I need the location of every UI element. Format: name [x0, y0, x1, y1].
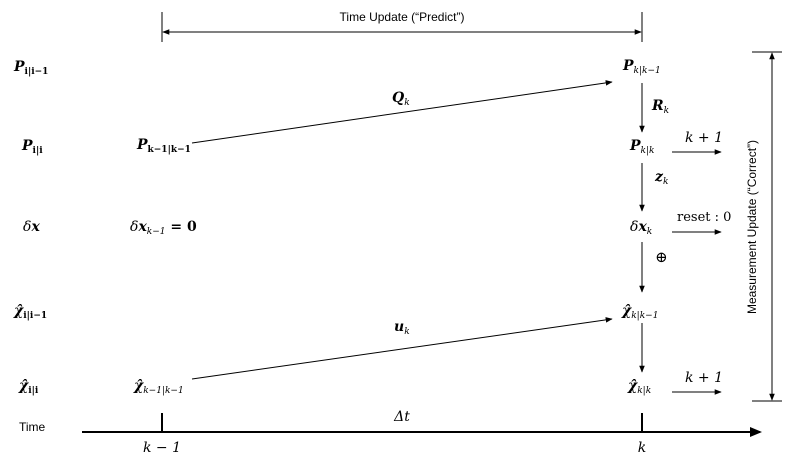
- edge-label-r: Rk: [651, 98, 669, 116]
- reset-label: reset : 0: [677, 210, 731, 225]
- delta-t-label: Δt: [393, 409, 410, 425]
- state-propagation-arrow: [191, 317, 613, 380]
- edge-label-q: Qk: [392, 90, 410, 108]
- p-next-label: k + 1: [685, 130, 723, 146]
- time-axis: Δt k − 1 k: [82, 409, 762, 456]
- measurement-update-bracket: Measurement Update (“Correct”): [745, 51, 782, 402]
- row-label-dx: δx: [23, 219, 40, 235]
- node-p-k-post: Pk|k: [629, 138, 654, 156]
- node-dx-k: δxk: [630, 219, 652, 237]
- node-x-k-post: χ̂k|k: [627, 378, 651, 396]
- row-label-p-prior: Pi|i−1: [13, 59, 48, 77]
- node-p-k-1: Pk−1|k−1: [136, 137, 191, 155]
- node-dx-k-1: δxk−1 = 0: [130, 219, 197, 237]
- edge-label-z: zk: [654, 169, 668, 187]
- tick-label-k-minus-1: k − 1: [143, 440, 181, 456]
- tick-label-k: k: [638, 440, 646, 456]
- time-update-label: Time Update (“Predict”): [340, 10, 465, 24]
- time-update-bracket: Time Update (“Predict”): [161, 10, 643, 42]
- row-label-p-post: Pi|i: [21, 138, 43, 156]
- node-p-k-prior: Pk|k−1: [622, 58, 661, 76]
- column-k-minus-1: Pk−1|k−1 δxk−1 = 0 χ̂k−1|k−1: [130, 137, 197, 396]
- x-next-label: k + 1: [685, 370, 723, 386]
- column-k: Pk|k−1 Pk|k δxk χ̂k|k−1 χ̂k|k: [621, 58, 661, 396]
- row-label-x-post: χ̂i|i: [18, 378, 39, 396]
- time-axis-arrowhead: [750, 427, 762, 437]
- covariance-propagation-arrow: [191, 80, 613, 144]
- row-label-time: Time: [19, 420, 46, 434]
- edge-label-u: uk: [394, 319, 410, 337]
- row-labels: Pi|i−1 Pi|i δx χ̂i|i−1 χ̂i|i Time: [13, 59, 48, 434]
- oplus-symbol: ⊕: [655, 248, 668, 266]
- node-x-k-1: χ̂k−1|k−1: [133, 378, 184, 396]
- node-x-k-prior: χ̂k|k−1: [621, 303, 658, 321]
- row-label-x-prior: χ̂i|i−1: [13, 303, 47, 321]
- measurement-update-label: Measurement Update (“Correct”): [745, 140, 759, 314]
